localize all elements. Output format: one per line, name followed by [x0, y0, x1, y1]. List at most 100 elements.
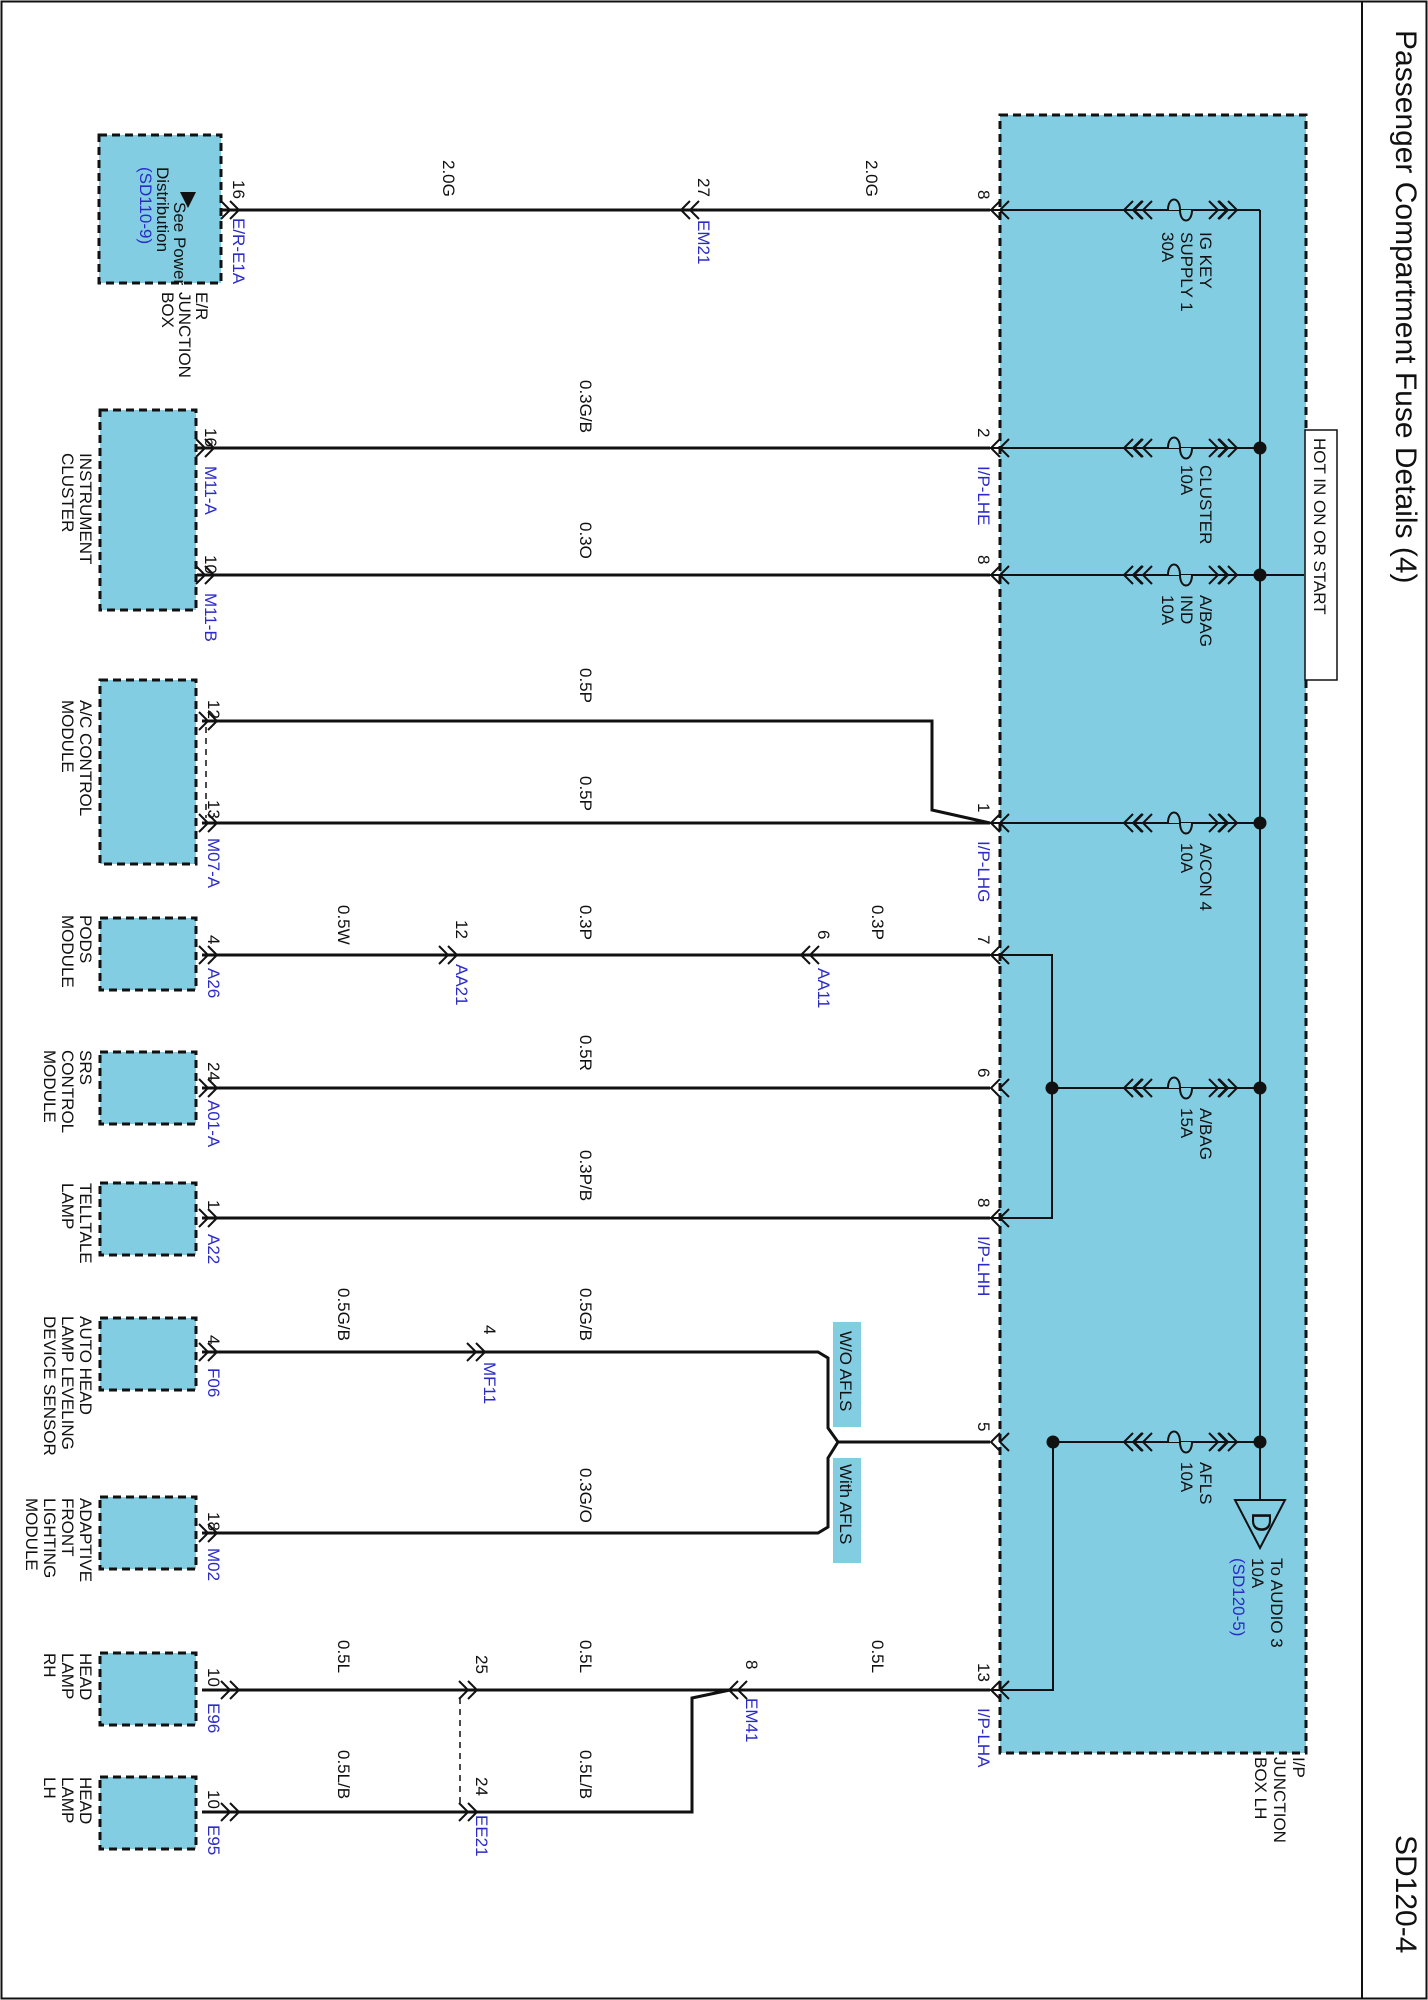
wo-afls-label: W/O AFLS — [836, 1331, 855, 1411]
svg-text:0.3O: 0.3O — [576, 522, 595, 559]
svg-text:AA11: AA11 — [814, 968, 833, 1008]
svg-text:IND: IND — [1177, 595, 1196, 624]
wire-auto-head-lamp — [202, 1350, 990, 1444]
svg-text:A/BAG: A/BAG — [1196, 595, 1215, 647]
wire-labels: 2.0G 2.0G 0.3G/B 0.3O 0.5P 0.5P 0.3P 0.3… — [334, 160, 887, 1799]
svg-text:LAMP LEVELING: LAMP LEVELING — [58, 1316, 77, 1450]
srs-control-module-box — [98, 1050, 198, 1126]
svg-text:12: 12 — [452, 920, 471, 939]
svg-text:0.3P: 0.3P — [868, 905, 887, 940]
svg-text:A26: A26 — [204, 968, 223, 998]
fuse-ig-key-supply — [990, 198, 1260, 222]
svg-text:1: 1 — [204, 1200, 223, 1209]
audio-ref-triangle — [1233, 1499, 1287, 1551]
svg-text:D: D — [1246, 1512, 1277, 1532]
svg-text:10: 10 — [204, 1790, 223, 1809]
auto-head-lamp-sensor-box — [98, 1316, 198, 1392]
audio-ref: D To AUDIO 3 10A (SD120-5) — [1229, 1512, 1286, 1648]
svg-text:RH: RH — [40, 1653, 59, 1678]
svg-text:1: 1 — [974, 803, 993, 812]
svg-text:PODS: PODS — [76, 915, 95, 963]
svg-text:TELLTALE: TELLTALE — [76, 1183, 95, 1264]
pin-labels: 8 2 I/P-LHE 8 1 I/P-LHG 7 6 8 I/P-LHH 5 … — [201, 178, 993, 1857]
svg-text:8: 8 — [974, 190, 993, 199]
svg-text:A22: A22 — [204, 1234, 223, 1264]
hot-label-box — [1304, 429, 1338, 681]
ip-junction-box — [998, 113, 1308, 1755]
svg-text:30A: 30A — [1158, 232, 1177, 263]
svg-text:E96: E96 — [204, 1703, 223, 1733]
page-code: SD120-4 — [1389, 1835, 1422, 1953]
with-afls-tag — [833, 1458, 861, 1563]
svg-text:0.5G/B: 0.5G/B — [576, 1288, 595, 1341]
fuse-labels: IG KEY SUPPLY 1 30A CLUSTER 10A A/BAG IN… — [1158, 232, 1215, 1505]
svg-text:M11-B: M11-B — [201, 593, 220, 642]
svg-text:27: 27 — [694, 178, 713, 197]
svg-text:I/P: I/P — [1289, 1757, 1308, 1778]
svg-text:(SD120-5): (SD120-5) — [1229, 1558, 1248, 1636]
svg-text:I/P-LHH: I/P-LHH — [974, 1236, 993, 1296]
fuse-afls — [1053, 1430, 1260, 1454]
svg-text:LAMP: LAMP — [58, 1777, 77, 1823]
svg-text:CONTROL: CONTROL — [58, 1050, 77, 1133]
svg-text:15A: 15A — [1177, 1108, 1196, 1139]
svg-text:FRONT: FRONT — [58, 1498, 77, 1557]
svg-text:LAMP: LAMP — [58, 1653, 77, 1699]
svg-text:EM21: EM21 — [694, 220, 713, 264]
svg-text:E95: E95 — [204, 1825, 223, 1855]
svg-text:To AUDIO 3: To AUDIO 3 — [1267, 1558, 1286, 1648]
svg-text:13: 13 — [204, 800, 223, 819]
svg-text:LIGHTING: LIGHTING — [40, 1498, 59, 1578]
svg-text:2.0G: 2.0G — [439, 160, 458, 197]
svg-text:4: 4 — [480, 1325, 499, 1334]
with-afls-label: With AFLS — [836, 1464, 855, 1544]
svg-text:25: 25 — [472, 1655, 491, 1674]
svg-text:0.5L/B: 0.5L/B — [576, 1750, 595, 1799]
svg-text:16: 16 — [229, 180, 248, 199]
svg-text:0.5L: 0.5L — [576, 1640, 595, 1673]
svg-text:M07-A: M07-A — [204, 838, 223, 889]
svg-text:EM41: EM41 — [742, 1698, 761, 1742]
svg-text:18: 18 — [204, 1512, 223, 1531]
svg-text:4: 4 — [204, 1335, 223, 1344]
svg-text:SRS: SRS — [76, 1050, 95, 1085]
svg-text:SUPPLY 1: SUPPLY 1 — [1177, 232, 1196, 312]
svg-text:0.5R: 0.5R — [576, 1035, 595, 1071]
svg-text:4: 4 — [204, 935, 223, 944]
svg-text:Distribution: Distribution — [153, 167, 172, 252]
svg-text:MF11: MF11 — [480, 1362, 499, 1404]
wire-group — [197, 208, 991, 1814]
telltale-lamp-box — [98, 1181, 198, 1257]
hot-label: HOT IN ON OR START — [1310, 438, 1329, 615]
head-lamp-rh-box — [98, 1651, 198, 1727]
svg-text:8: 8 — [974, 1198, 993, 1207]
svg-text:12: 12 — [204, 700, 223, 719]
svg-text:0.5L: 0.5L — [868, 1640, 887, 1673]
svg-text:5: 5 — [974, 1422, 993, 1431]
svg-text:24: 24 — [472, 1777, 491, 1796]
svg-text:BOX LH: BOX LH — [1251, 1757, 1270, 1819]
svg-text:I/P-LHE: I/P-LHE — [974, 466, 993, 526]
page-title: Passenger Compartment Fuse Details (4) — [1389, 30, 1422, 584]
svg-text:10A: 10A — [1177, 465, 1196, 496]
fuse-abag-ind — [990, 563, 1260, 587]
svg-text:EE21: EE21 — [472, 1815, 491, 1857]
svg-text:MODULE: MODULE — [58, 915, 77, 988]
svg-text:0.5L: 0.5L — [334, 1640, 353, 1673]
svg-text:IG KEY: IG KEY — [1196, 232, 1215, 289]
svg-text:A/C CONTROL: A/C CONTROL — [76, 700, 95, 816]
svg-text:0.3G/O: 0.3G/O — [576, 1468, 595, 1523]
connector-icons — [195, 200, 1010, 1822]
svg-text:HEAD: HEAD — [76, 1777, 95, 1824]
svg-text:MODULE: MODULE — [22, 1498, 41, 1571]
svg-text:8: 8 — [974, 555, 993, 564]
svg-text:LAMP: LAMP — [58, 1183, 77, 1229]
svg-text:E/R-E1A: E/R-E1A — [229, 218, 248, 285]
svg-text:0.5P: 0.5P — [576, 776, 595, 811]
wire-ac-12 — [202, 719, 991, 825]
ip-box-label: I/P JUNCTION BOX LH — [1251, 1757, 1308, 1843]
title-strip: Passenger Compartment Fuse Details (4) — [1389, 30, 1422, 584]
svg-text:2.0G: 2.0G — [862, 160, 881, 197]
